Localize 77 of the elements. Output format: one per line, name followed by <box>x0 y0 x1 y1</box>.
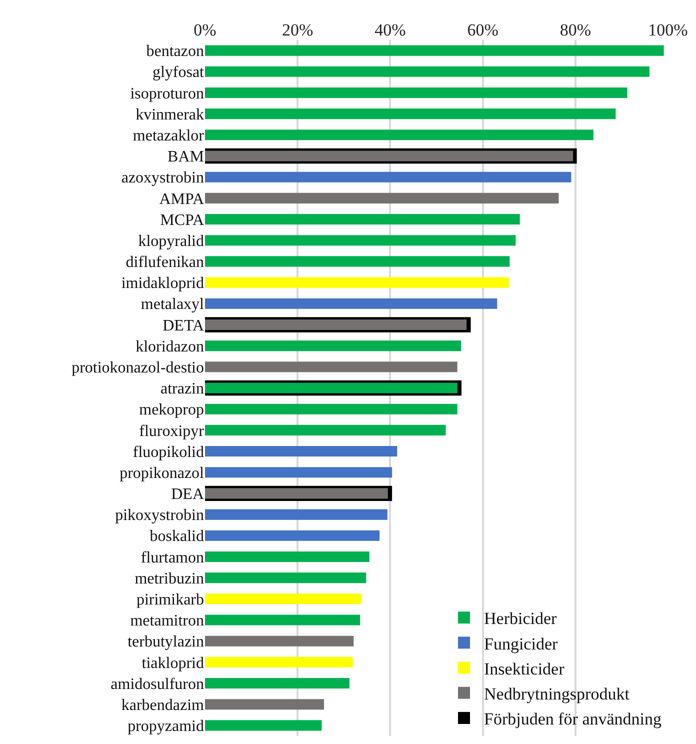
bar <box>205 66 650 77</box>
bar <box>205 362 458 372</box>
bar <box>205 172 572 182</box>
y-tick-label: flurtamon <box>140 549 204 566</box>
bar <box>205 87 628 98</box>
bar <box>205 488 388 499</box>
y-tick-label: pirimikarb <box>136 592 204 609</box>
bar <box>205 699 324 710</box>
y-tick-label: amidosulfuron <box>110 676 204 693</box>
y-tick-label: BAM <box>168 148 204 166</box>
y-tick-label: fluroxipyr <box>139 422 205 440</box>
y-tick-label: isoproturon <box>130 85 204 102</box>
bar <box>205 424 446 436</box>
y-tick-label: metamitron <box>130 612 204 630</box>
y-tick-label: karbendazim <box>121 696 205 714</box>
x-tick-label: 80% <box>560 20 591 40</box>
legend-label: Fungicider <box>484 634 558 654</box>
bar <box>205 150 574 162</box>
legend-label: Herbicider <box>484 609 558 628</box>
y-tick-label: metazaklor <box>132 128 205 145</box>
y-tick-label: MCPA <box>160 212 204 229</box>
bar <box>205 108 616 120</box>
y-tick-label: klopyralid <box>138 232 204 250</box>
bar <box>205 551 370 562</box>
bar <box>205 298 498 309</box>
y-tick-label: atrazin <box>160 380 204 398</box>
y-tick-label: fluopikolid <box>132 444 204 461</box>
y-tick-label: mekoprop <box>139 402 204 419</box>
bar <box>205 678 350 689</box>
y-tick-label: pikoxystrobin <box>115 507 204 524</box>
bar <box>205 404 458 414</box>
y-tick-label: metribuzin <box>134 570 204 588</box>
bar <box>205 656 353 668</box>
bar <box>205 192 559 204</box>
legend-label: Insekticider <box>484 659 565 678</box>
legend-label: Nedbrytningsprodukt <box>484 684 630 704</box>
bar <box>205 340 462 352</box>
y-tick-label: metalaxyl <box>140 296 205 314</box>
bar <box>205 509 388 520</box>
y-tick-label: diflufenikan <box>126 254 204 272</box>
bar <box>205 45 664 56</box>
bar <box>205 277 509 288</box>
y-tick-label: azoxystrobin <box>121 170 204 187</box>
x-tick-label: 100% <box>648 20 688 40</box>
legend-label: Förbjuden för användning <box>484 710 662 729</box>
bar <box>205 130 594 140</box>
y-tick-label: terbutylazin <box>128 634 204 651</box>
bar <box>205 572 366 584</box>
bar <box>205 214 520 225</box>
bar <box>205 446 398 457</box>
y-tick-label: tiakloprid <box>142 654 204 672</box>
y-tick-label: DETA <box>162 317 204 334</box>
y-tick-label: imidakloprid <box>121 275 204 292</box>
y-tick-label: bentazon <box>146 43 204 60</box>
bar <box>205 594 362 604</box>
bar <box>205 467 392 478</box>
bar <box>205 382 458 394</box>
bar <box>205 319 467 330</box>
y-tick-label: DEA <box>171 486 204 504</box>
y-tick-label: boskalid <box>150 528 204 546</box>
x-tick-label: 40% <box>374 20 406 40</box>
bar <box>205 614 360 626</box>
bar <box>205 636 354 646</box>
y-tick-label: propikonazol <box>120 464 205 482</box>
y-tick-label: AMPA <box>159 190 204 208</box>
y-tick-label: protiokonazol-destio <box>72 360 204 377</box>
y-tick-label: kvinmerak <box>136 106 204 124</box>
y-tick-label: glyfosat <box>152 64 205 82</box>
bar <box>205 235 516 246</box>
y-tick-label: propyzamid <box>128 718 204 736</box>
x-tick-label: 60% <box>467 20 498 40</box>
x-tick-label: 0% <box>194 20 216 40</box>
x-tick-label: 20% <box>282 20 314 40</box>
bar <box>205 720 322 731</box>
y-tick-label: kloridazon <box>136 338 204 356</box>
bar <box>205 256 510 267</box>
bar <box>205 530 380 541</box>
